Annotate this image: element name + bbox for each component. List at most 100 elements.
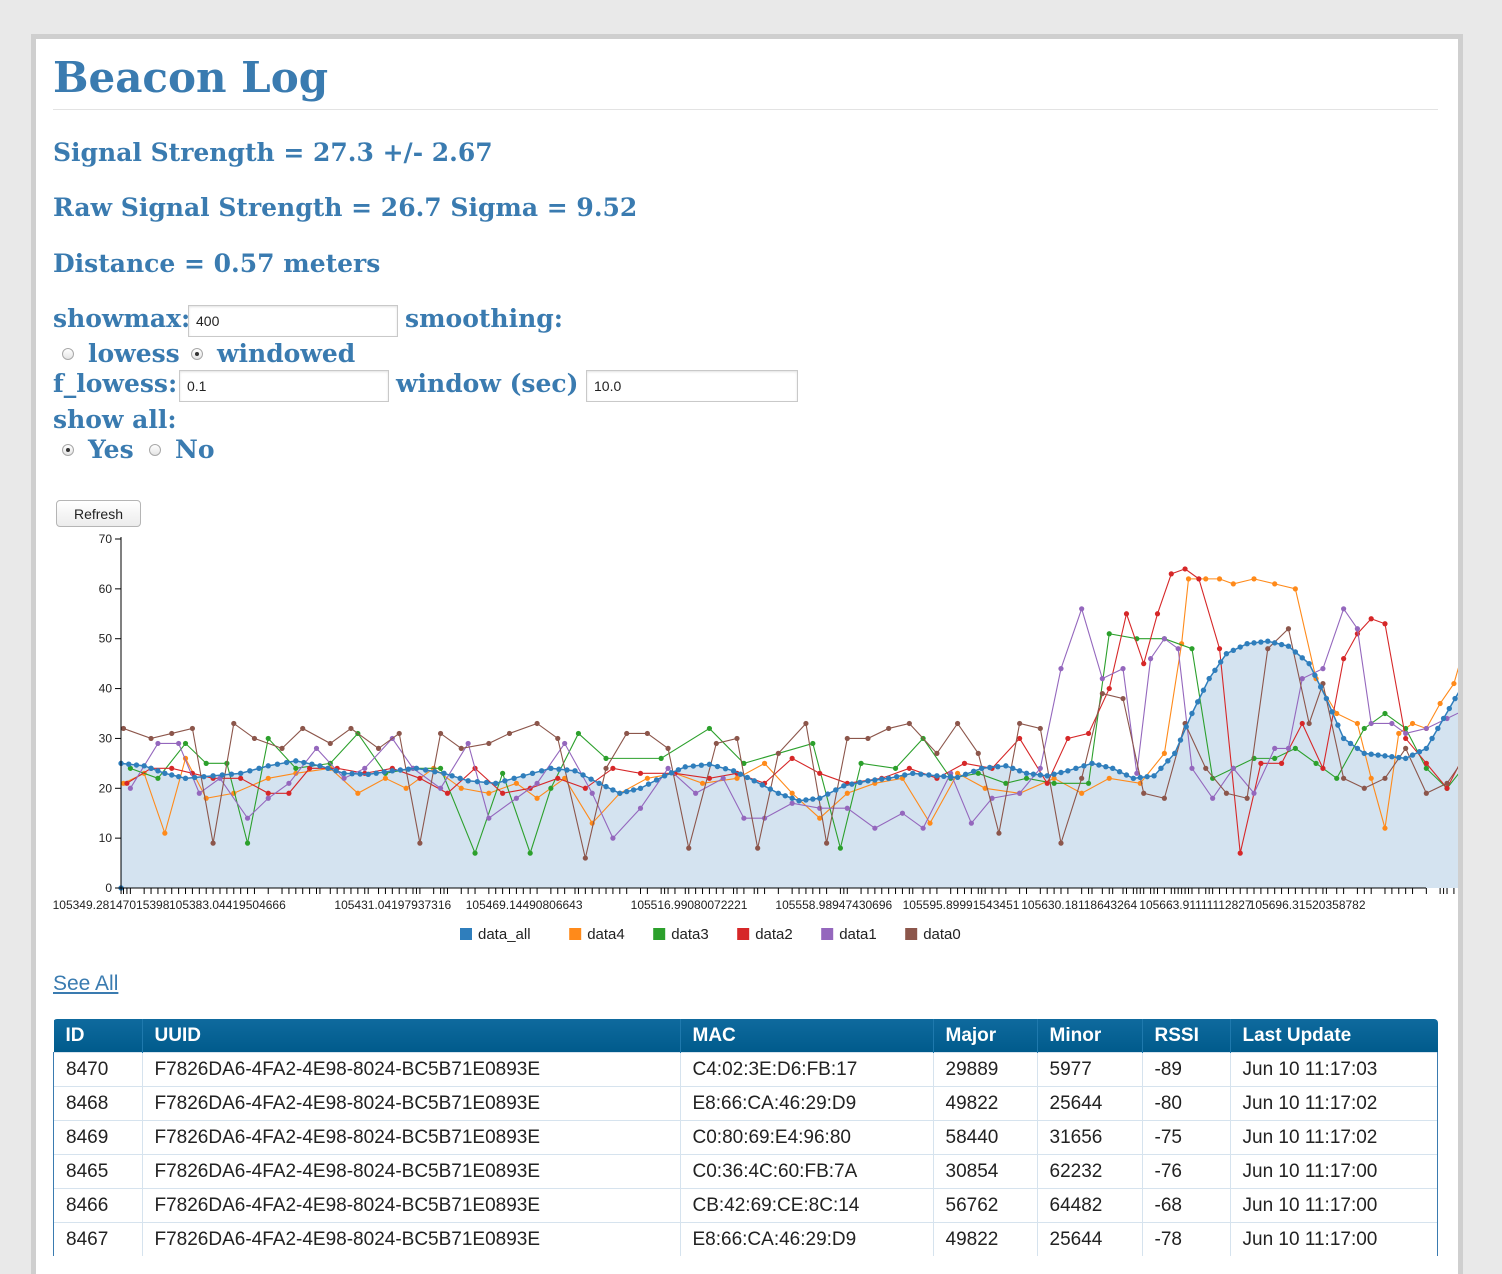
table-header-row: ID UUID MAC Major Minor RSSI Last Update: [53, 1019, 1438, 1053]
series-line-data2: [126, 568, 1458, 854]
data-point-data0: [996, 830, 1002, 836]
smoothing-lowess-radio[interactable]: [62, 348, 74, 360]
legend-item-data2[interactable]: data2: [737, 926, 793, 943]
see-all-link[interactable]: See All: [53, 972, 119, 995]
data-point-data3: [658, 755, 664, 761]
y-tick-label: 40: [99, 682, 113, 696]
legend-item-data_all[interactable]: data_all: [460, 926, 531, 943]
data-point-data1: [899, 810, 906, 816]
show-all-yes-radio[interactable]: [62, 444, 74, 456]
legend-item-data3[interactable]: data3: [653, 926, 709, 943]
data-point-data4: [644, 775, 650, 781]
table-row[interactable]: 8468 F7826DA6-4FA2-4E98-8024-BC5B71E0893E…: [53, 1086, 1438, 1121]
data-point-data_all: [810, 796, 816, 802]
data-point-data3: [127, 765, 133, 771]
column-header-major[interactable]: Major: [932, 1019, 1037, 1053]
data-point-data0: [1285, 626, 1292, 632]
table-row[interactable]: 8467 F7826DA6-4FA2-4E98-8024-BC5B71E0893E…: [53, 1222, 1438, 1256]
data-point-data_all: [1212, 667, 1218, 673]
cell-uuid: F7826DA6-4FA2-4E98-8024-BC5B71E0893E: [141, 1086, 680, 1121]
data-point-data_all: [483, 779, 490, 786]
data-point-data0: [1203, 765, 1209, 771]
cell-last-update: Jun 10 11:17:02: [1229, 1120, 1438, 1155]
data-point-data4: [954, 770, 961, 776]
data-point-data_all: [301, 759, 307, 766]
data-point-data4: [1396, 730, 1402, 737]
data-point-data1: [155, 740, 161, 747]
data-point-data1: [1079, 606, 1085, 612]
data-point-data_all: [1195, 699, 1201, 705]
legend-swatch: [460, 928, 472, 940]
data-point-data3: [741, 760, 747, 766]
table-row[interactable]: 8469 F7826DA6-4FA2-4E98-8024-BC5B71E0893E…: [53, 1120, 1438, 1155]
data-point-data3: [293, 765, 299, 771]
cell-major: 56762: [932, 1188, 1037, 1223]
show-all-no-radio[interactable]: [149, 444, 161, 456]
data-point-data_all: [1003, 763, 1009, 769]
data-point-data4: [1106, 775, 1112, 781]
data-point-data3: [1003, 780, 1009, 786]
data-point-data3: [575, 730, 582, 737]
data-point-data_all: [397, 767, 404, 773]
flowess-label: f_lowess:: [53, 369, 178, 398]
data-point-data_all: [995, 763, 1001, 770]
data-point-data_all: [714, 763, 721, 770]
data-point-data1: [637, 805, 644, 811]
legend-label: data3: [671, 926, 709, 943]
data-point-data1: [1251, 790, 1257, 796]
column-header-uuid[interactable]: UUID: [141, 1019, 680, 1053]
data-point-data4: [1251, 576, 1257, 582]
cell-rssi: -78: [1141, 1222, 1230, 1256]
data-point-data1: [1120, 666, 1126, 672]
data-point-data_all: [1183, 724, 1189, 730]
data-point-data_all: [580, 772, 586, 778]
data-point-data4: [1051, 775, 1057, 781]
data-point-data1: [1210, 795, 1216, 801]
y-tick-label: 10: [99, 831, 113, 845]
refresh-button[interactable]: Refresh: [56, 500, 141, 527]
data-point-data0: [279, 745, 285, 752]
data-point-data_all: [722, 765, 729, 772]
data-point-data0: [665, 745, 671, 752]
data-point-data0: [975, 750, 981, 756]
data-point-data1: [1285, 745, 1292, 752]
table-row[interactable]: 8470 F7826DA6-4FA2-4E98-8024-BC5B71E0893E…: [53, 1052, 1438, 1087]
data-point-data_all: [1244, 641, 1250, 647]
legend-item-data1[interactable]: data1: [821, 926, 877, 943]
data-point-data_all: [588, 776, 594, 782]
data-point-data_all: [893, 773, 900, 780]
column-header-id[interactable]: ID: [53, 1019, 142, 1053]
data-point-data2: [417, 775, 423, 781]
column-header-last-update[interactable]: Last Update: [1229, 1019, 1438, 1053]
cell-last-update: Jun 10 11:17:00: [1229, 1188, 1438, 1223]
data-point-data_all: [201, 773, 207, 780]
flowess-input[interactable]: [179, 370, 389, 402]
window-input[interactable]: [586, 370, 798, 402]
data-point-data3: [1085, 780, 1092, 786]
data-point-data_all: [596, 780, 602, 786]
legend-item-data4[interactable]: data4: [569, 926, 625, 943]
showmax-input[interactable]: [188, 305, 398, 337]
cell-id: 8468: [53, 1086, 142, 1121]
title-divider: [53, 109, 1438, 110]
column-header-mac[interactable]: MAC: [679, 1019, 933, 1053]
data-point-data_all: [918, 771, 924, 777]
data-point-data3: [437, 765, 444, 771]
smoothing-windowed-radio[interactable]: [191, 348, 203, 360]
data-point-data0: [1120, 695, 1126, 702]
data-point-data_all: [449, 773, 455, 779]
data-point-data_all: [1200, 687, 1207, 693]
legend-item-data0[interactable]: data0: [905, 926, 961, 943]
series-line-data0: [123, 627, 1458, 859]
data-point-data_all: [511, 775, 517, 782]
data-point-data_all: [954, 774, 961, 781]
data-point-data1: [1354, 626, 1361, 632]
data-point-data0: [251, 735, 258, 742]
column-header-rssi[interactable]: RSSI: [1141, 1019, 1230, 1053]
column-header-minor[interactable]: Minor: [1036, 1019, 1142, 1053]
data-point-data2: [582, 785, 588, 791]
table-row[interactable]: 8466 F7826DA6-4FA2-4E98-8024-BC5B71E0893E…: [53, 1188, 1438, 1223]
data-point-data0: [713, 740, 719, 747]
table-row[interactable]: 8465 F7826DA6-4FA2-4E98-8024-BC5B71E0893E…: [53, 1154, 1438, 1189]
data-point-data_all: [556, 766, 562, 772]
